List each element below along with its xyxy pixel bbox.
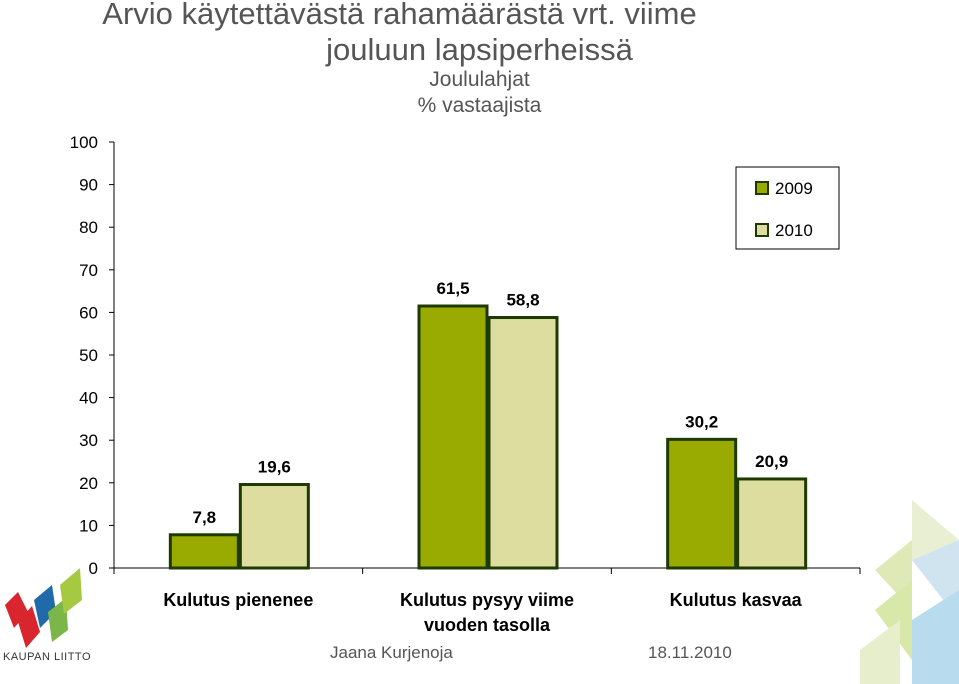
- legend-box: [735, 166, 840, 250]
- decor-triangle: [875, 580, 912, 660]
- chart-unit: % vastaajista: [417, 94, 542, 117]
- legend-swatch-2009: [755, 181, 769, 195]
- y-tick-label: 10: [79, 516, 98, 535]
- data-label: 61,5: [436, 279, 469, 298]
- y-tick-label: 40: [79, 389, 98, 408]
- chart-subtitle: Joululahjat: [429, 68, 530, 91]
- legend-swatch-2010: [755, 223, 769, 237]
- x-category-label: Kulutus pienenee: [163, 590, 313, 610]
- legend-label-2009: 2009: [775, 179, 813, 198]
- x-category-label: Kulutus kasvaa: [670, 590, 803, 610]
- x-category-label: Kulutus pysyy viime: [400, 590, 574, 610]
- logo-shape-lightgreen: [60, 568, 82, 614]
- decor-triangle: [912, 590, 959, 684]
- bar-2009-2: [666, 437, 738, 570]
- logo-shape-green: [48, 598, 68, 642]
- x-category-label: vuoden tasolla: [424, 615, 551, 635]
- logo-text: KAUPAN LIITTO: [3, 651, 92, 663]
- bar-2010-2: [736, 477, 808, 570]
- chart-title-line2: jouluun lapsiperheissä: [326, 32, 633, 67]
- y-tick-label: 100: [70, 133, 98, 152]
- footer-date: 18.11.2010: [648, 643, 732, 662]
- y-tick-label: 80: [79, 218, 98, 237]
- data-label: 20,9: [755, 452, 788, 471]
- data-label: 58,8: [506, 291, 539, 310]
- chart-title-line1: Arvio käytettävästä rahamäärästä vrt. vi…: [102, 0, 697, 31]
- bar-2009-0: [168, 533, 240, 570]
- y-tick-label: 70: [79, 261, 98, 280]
- bar-2009-1: [417, 304, 489, 570]
- y-tick-label: 20: [79, 474, 98, 493]
- bar-2010-0: [238, 483, 310, 570]
- data-label: 30,2: [685, 412, 718, 431]
- footer-author: Jaana Kurjenoja: [330, 643, 453, 662]
- y-tick-label: 30: [79, 431, 98, 450]
- y-tick-label: 0: [89, 559, 98, 578]
- data-label: 19,6: [258, 458, 291, 477]
- y-tick-label: 90: [79, 176, 98, 195]
- bar-2010-1: [487, 316, 559, 570]
- y-tick-label: 60: [79, 303, 98, 322]
- legend-label-2010: 2010: [775, 221, 813, 240]
- y-tick-label: 50: [79, 346, 98, 365]
- logo-shape-red: [5, 592, 28, 628]
- logo-shape-red: [18, 606, 40, 648]
- data-label: 7,8: [193, 508, 217, 527]
- decor-triangle: [860, 620, 900, 684]
